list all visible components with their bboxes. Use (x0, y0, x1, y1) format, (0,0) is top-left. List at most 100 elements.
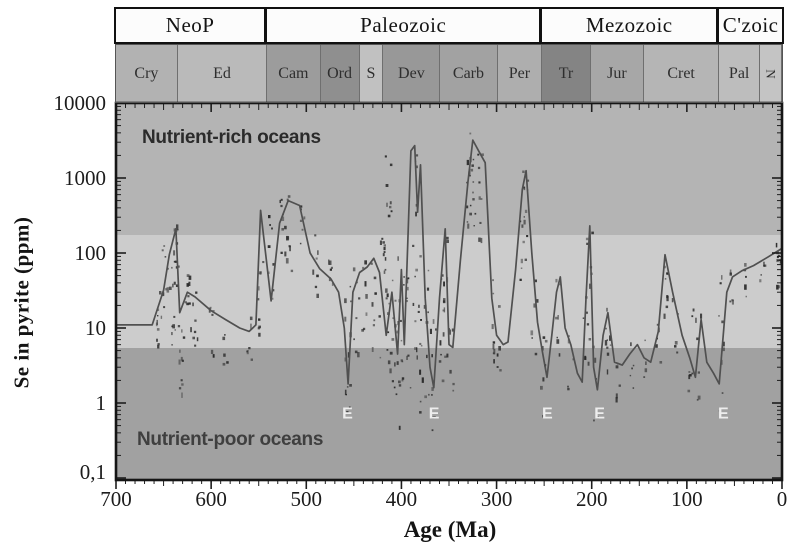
scatter-dot (314, 285, 318, 289)
scatter-dot (596, 416, 599, 419)
scatter-dot (365, 294, 368, 299)
scatter-dot (419, 400, 422, 403)
scatter-dot (451, 328, 454, 332)
scatter-dot (371, 347, 374, 352)
plot-frame (114, 101, 784, 482)
scatter-dot (419, 255, 422, 258)
scatter-dot (472, 198, 475, 201)
period-cell-cret: Cret (644, 44, 720, 103)
y-tick-0p1: 0,1 (79, 460, 106, 484)
scatter-dot (480, 198, 483, 200)
scatter-dot (691, 315, 694, 318)
scatter-dot (157, 343, 160, 346)
scatter-dot (431, 354, 433, 358)
scatter-dot (392, 317, 395, 319)
scatter-dot (472, 191, 474, 194)
scatter-dot (499, 369, 502, 372)
scatter-dot (328, 277, 331, 282)
scatter-dot (467, 223, 470, 229)
scatter-dot (190, 327, 192, 333)
scatter-dot (419, 369, 422, 375)
scatter-dot (433, 416, 436, 419)
scatter-dot (211, 313, 214, 316)
scatter-dot (317, 250, 319, 255)
scatter-dot (281, 216, 285, 221)
scatter-dot (423, 305, 426, 309)
scatter-dot (534, 352, 538, 356)
scatter-dot (257, 298, 260, 301)
scatter-dot (186, 302, 189, 306)
scatter-dot (188, 302, 191, 305)
nutrient-rich-band (116, 103, 782, 235)
scatter-dot (722, 347, 725, 352)
scatter-dot (567, 385, 569, 388)
scatter-dot (446, 239, 449, 243)
scatter-dot (166, 287, 170, 293)
scatter-dot (386, 349, 389, 351)
scatter-dot (395, 393, 398, 396)
scatter-dot (644, 339, 646, 342)
scatter-dot (406, 286, 409, 291)
scatter-dot (284, 251, 287, 257)
scatter-dot (605, 327, 607, 330)
scatter-dot (465, 205, 469, 209)
scatter-dot (419, 411, 422, 414)
scatter-dot (729, 269, 732, 275)
scatter-dot (533, 303, 536, 308)
scatter-dot (472, 158, 475, 161)
scatter-dot (632, 387, 635, 389)
x-tick-500: 500 (290, 487, 323, 511)
scatter-dot (418, 304, 420, 308)
scatter-dot (655, 344, 658, 348)
scatter-dot (664, 278, 667, 280)
scatter-dot (606, 339, 608, 341)
scatter-dot (731, 299, 734, 305)
scatter-dot (524, 209, 528, 213)
scatter-dot (285, 258, 289, 264)
scatter-dot (346, 386, 349, 388)
scatter-dot (544, 339, 548, 343)
y-tick-10: 10 (85, 316, 106, 340)
scatter-dot (718, 315, 720, 317)
scatter-dot (700, 313, 703, 319)
scatter-dot (406, 297, 408, 299)
period-cell-tr: Tr (542, 44, 591, 103)
scatter-dot (443, 298, 446, 304)
scatter-dot (173, 260, 176, 263)
scatter-dot (398, 380, 401, 384)
scatter-dot (441, 379, 445, 383)
scatter-dot (193, 330, 197, 334)
scatter-dot (372, 324, 375, 327)
scatter-dot (344, 389, 347, 396)
scatter-dot (477, 153, 480, 156)
scatter-dot (659, 361, 663, 364)
scatter-dot (257, 327, 260, 330)
scatter-dot (519, 278, 522, 281)
scatter-dot (174, 329, 176, 331)
scatter-dot (407, 277, 410, 280)
scatter-dot (478, 237, 481, 242)
scatter-dot (419, 342, 422, 345)
scatter-dot (246, 350, 248, 353)
scatter-dot (606, 369, 609, 375)
scatter-dot (452, 382, 455, 386)
scatter-dot (382, 241, 385, 244)
y-tick-1: 1 (95, 391, 107, 415)
scatter-dot (387, 214, 391, 218)
scatter-dot (414, 320, 417, 323)
scatter-dot (346, 411, 349, 414)
scatter-dot (469, 132, 472, 135)
scatter-dot (691, 372, 694, 375)
scatter-dot (632, 364, 635, 367)
scatter-dot (760, 274, 762, 276)
scatter-dot (330, 266, 333, 269)
scatter-dot (480, 237, 483, 244)
scatter-dot (618, 384, 621, 387)
scatter-dot (258, 325, 261, 329)
scatter-dot (474, 212, 477, 215)
se-median-curve (115, 139, 783, 391)
scatter-dot (695, 317, 697, 323)
scatter-dot (522, 240, 525, 244)
era-cell-neop: NeoP (116, 7, 268, 44)
